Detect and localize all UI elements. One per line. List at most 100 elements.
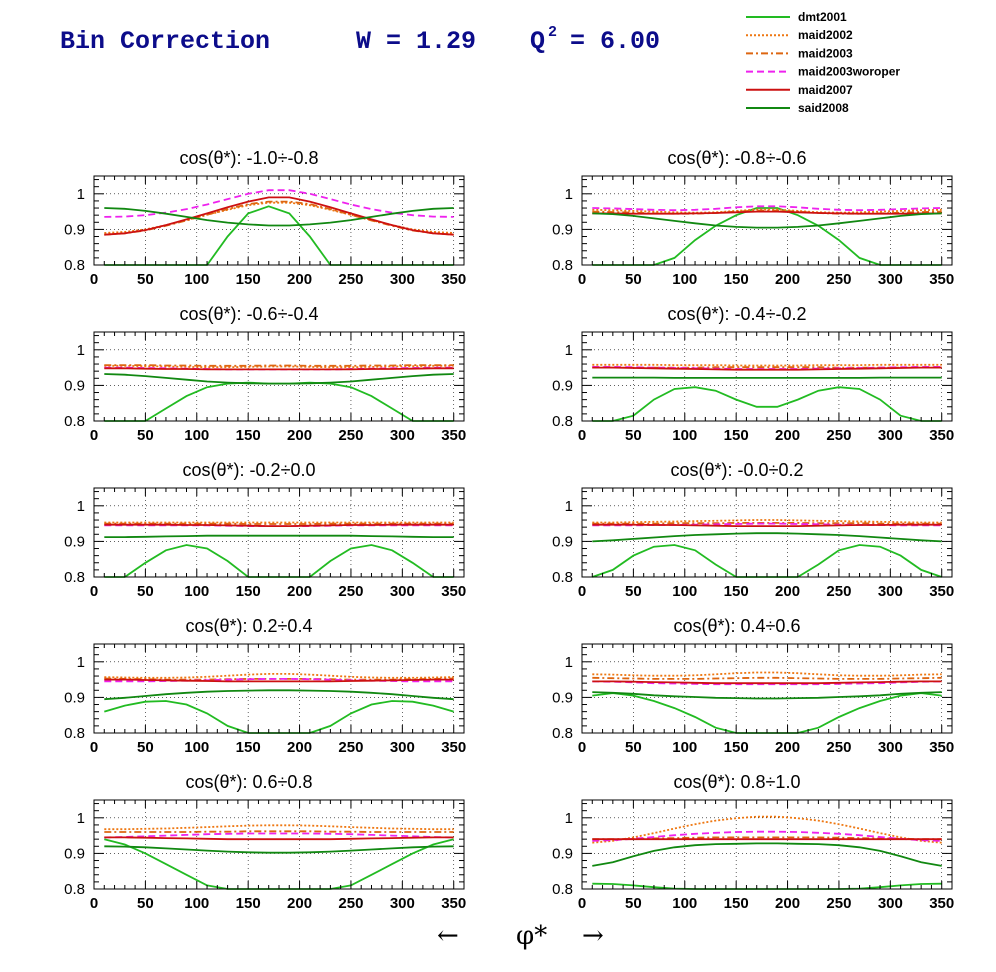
y-tick-label: 0.8 — [64, 725, 85, 742]
left-arrow-icon: ← — [437, 921, 459, 951]
series-line-maid2007 — [104, 836, 454, 841]
x-tick-label: 0 — [578, 895, 586, 912]
y-tick-label: 0.9 — [64, 377, 85, 394]
title-q-sup: 2 — [548, 24, 557, 41]
x-tick-label: 300 — [878, 895, 903, 912]
x-tick-label: 100 — [184, 895, 209, 912]
y-tick-label: 1 — [565, 186, 573, 203]
x-tick-label: 150 — [236, 583, 261, 600]
panel-title: cos(θ*): -0.0÷0.2 — [671, 460, 804, 480]
series-line-maid2003woroper — [104, 832, 454, 839]
chart-panel-6: 0 50 100 150 200 250 300 350 0.8 0.9 1 cos(θ*): -0.… — [552, 460, 954, 600]
chart-panel-8: 0 50 100 150 200 250 300 350 0.8 0.9 1 cos(θ*): 0.4… — [552, 616, 954, 756]
x-tick-label: 0 — [578, 271, 586, 288]
x-tick-label: 50 — [625, 427, 642, 444]
chart-panel-3: 0 50 100 150 200 250 300 350 0.8 0.9 1 cos(θ*): -0.… — [64, 304, 466, 444]
x-tick-label: 250 — [338, 583, 363, 600]
y-tick-label: 0.8 — [552, 569, 573, 586]
x-tick-label: 50 — [137, 739, 154, 756]
series-line-maid2003 — [104, 200, 454, 236]
series-line-maid2002 — [592, 815, 942, 844]
legend-label-maid2003woroper: maid2003woroper — [798, 65, 900, 79]
x-tick-label: 0 — [90, 271, 98, 288]
plot-frame — [581, 799, 953, 890]
y-tick-label: 0.9 — [64, 221, 85, 238]
x-tick-label: 350 — [441, 583, 466, 600]
x-tick-label: 0 — [90, 583, 98, 600]
series-line-dmt2001 — [592, 544, 942, 578]
series-line-maid2002 — [104, 824, 454, 831]
title-w: W = 1.29 — [356, 27, 476, 56]
y-tick-label: 0.9 — [64, 689, 85, 706]
chart-panel-5: 0 50 100 150 200 250 300 350 0.8 0.9 1 cos(θ*): -0.… — [64, 460, 466, 600]
x-tick-label: 300 — [878, 739, 903, 756]
series-line-said2008 — [592, 842, 942, 867]
x-tick-label: 350 — [929, 739, 954, 756]
x-tick-label: 150 — [724, 739, 749, 756]
series-line-said2008 — [104, 845, 454, 854]
x-tick-label: 150 — [236, 739, 261, 756]
legend-label-maid2002: maid2002 — [798, 28, 853, 42]
x-tick-label: 250 — [338, 271, 363, 288]
y-tick-label: 0.9 — [64, 845, 85, 862]
x-tick-label: 50 — [137, 427, 154, 444]
panel-title: cos(θ*): -0.2÷0.0 — [183, 460, 316, 480]
x-tick-label: 100 — [672, 739, 697, 756]
chart-panel-10: 0 50 100 150 200 250 300 350 0.8 0.9 1 cos(θ*): 0.8… — [552, 772, 954, 912]
panel-title: cos(θ*): 0.2÷0.4 — [186, 616, 313, 636]
x-tick-label: 0 — [90, 895, 98, 912]
x-tick-label: 0 — [578, 583, 586, 600]
y-tick-label: 1 — [77, 342, 85, 359]
x-tick-label: 50 — [137, 895, 154, 912]
x-tick-label: 350 — [929, 271, 954, 288]
series-line-maid2007 — [592, 210, 942, 215]
x-tick-label: 350 — [441, 427, 466, 444]
title-q: Q — [530, 27, 545, 56]
x-tick-label: 150 — [724, 583, 749, 600]
x-tick-label: 350 — [929, 583, 954, 600]
panel-title: cos(θ*): -0.8÷-0.6 — [668, 148, 807, 168]
x-tick-label: 300 — [878, 583, 903, 600]
x-tick-label: 200 — [287, 583, 312, 600]
y-tick-label: 0.8 — [552, 881, 573, 898]
x-tick-label: 350 — [441, 895, 466, 912]
series-line-maid2002 — [104, 673, 454, 679]
series-line-maid2003woroper — [592, 205, 942, 212]
x-tick-label: 350 — [441, 739, 466, 756]
x-tick-label: 50 — [625, 739, 642, 756]
title-q-value: = 6.00 — [555, 27, 660, 56]
x-tick-label: 350 — [929, 427, 954, 444]
x-tick-label: 250 — [826, 583, 851, 600]
y-tick-label: 0.8 — [552, 413, 573, 430]
x-tick-label: 350 — [929, 895, 954, 912]
panel-title: cos(θ*): 0.8÷1.0 — [674, 772, 801, 792]
plot-frame — [93, 487, 465, 578]
x-tick-label: 250 — [338, 739, 363, 756]
x-tick-label: 250 — [338, 895, 363, 912]
x-tick-label: 150 — [724, 427, 749, 444]
x-tick-label: 100 — [672, 895, 697, 912]
x-tick-label: 50 — [625, 583, 642, 600]
x-tick-label: 100 — [184, 427, 209, 444]
series-line-maid2002 — [592, 519, 942, 524]
series-line-dmt2001 — [104, 700, 454, 734]
series-line-maid2007 — [592, 366, 942, 371]
y-tick-label: 1 — [565, 342, 573, 359]
chart-panel-7: 0 50 100 150 200 250 300 350 0.8 0.9 1 cos(θ*): 0.2… — [64, 616, 466, 756]
x-tick-label: 250 — [826, 271, 851, 288]
x-tick-label: 0 — [578, 427, 586, 444]
x-tick-label: 100 — [184, 583, 209, 600]
x-tick-label: 300 — [390, 271, 415, 288]
x-axis-footer: ← φ* → — [437, 921, 604, 951]
x-tick-label: 300 — [390, 739, 415, 756]
x-tick-label: 100 — [184, 739, 209, 756]
y-tick-label: 0.8 — [64, 413, 85, 430]
y-tick-label: 1 — [77, 810, 85, 827]
y-tick-label: 0.9 — [552, 221, 573, 238]
x-tick-label: 200 — [287, 271, 312, 288]
series-line-said2008 — [104, 373, 454, 385]
plot-frame — [581, 175, 953, 266]
legend-label-maid2007: maid2007 — [798, 83, 853, 97]
series-line-said2008 — [104, 689, 454, 701]
